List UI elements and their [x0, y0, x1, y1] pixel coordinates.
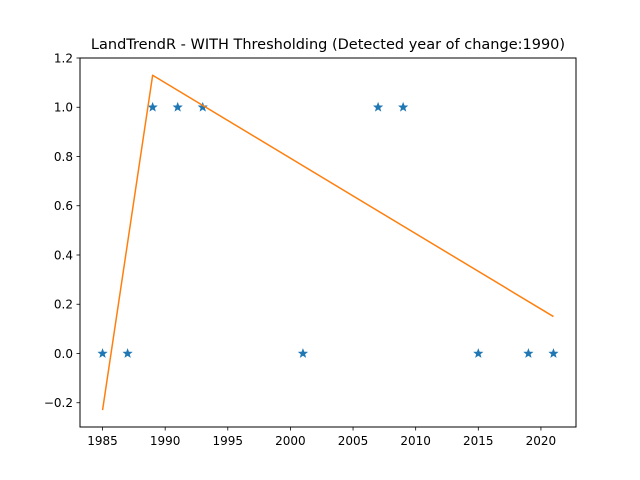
plot-area	[97, 74, 559, 411]
data-point-star	[97, 348, 108, 358]
data-point-star	[147, 101, 158, 112]
y-tick-label: 0.4	[54, 248, 73, 262]
x-tick-label: 1995	[213, 434, 244, 448]
y-tick-label: 1.0	[54, 101, 73, 115]
y-tick-label: 0.0	[54, 347, 73, 361]
data-point-star	[172, 101, 183, 112]
y-axis: −0.2 0.0 0.2 0.4 0.6 0.8 1.0 1.2	[44, 51, 80, 410]
x-tick-label: 2020	[526, 434, 557, 448]
chart-title: LandTrendR - WITH Thresholding (Detected…	[91, 37, 565, 53]
data-point-star	[398, 101, 409, 112]
trend-line	[101, 74, 554, 411]
x-tick-label: 2000	[275, 434, 306, 448]
y-tick-label: 0.8	[54, 150, 73, 164]
axes-frame	[79, 57, 577, 428]
data-point-star	[373, 101, 384, 112]
y-tick-label: 1.2	[54, 51, 73, 65]
x-tick-label: 2005	[338, 434, 369, 448]
data-point-star	[548, 348, 559, 358]
y-tick-label: −0.2	[44, 396, 73, 410]
y-tick-label: 0.6	[54, 199, 73, 213]
x-tick-label: 1990	[150, 434, 181, 448]
x-tick-label: 2015	[463, 434, 494, 448]
y-tick-label: 0.2	[54, 298, 73, 312]
x-tick-label: 2010	[400, 434, 431, 448]
data-point-star	[473, 348, 484, 358]
data-point-star	[197, 101, 208, 112]
data-point-star	[297, 348, 309, 358]
x-tick-label: 1985	[87, 434, 118, 448]
x-axis: 1985 1990 1995 2000 2005 2010 2015 2020	[87, 427, 556, 448]
data-point-star	[523, 348, 534, 358]
data-point-star	[122, 348, 133, 358]
